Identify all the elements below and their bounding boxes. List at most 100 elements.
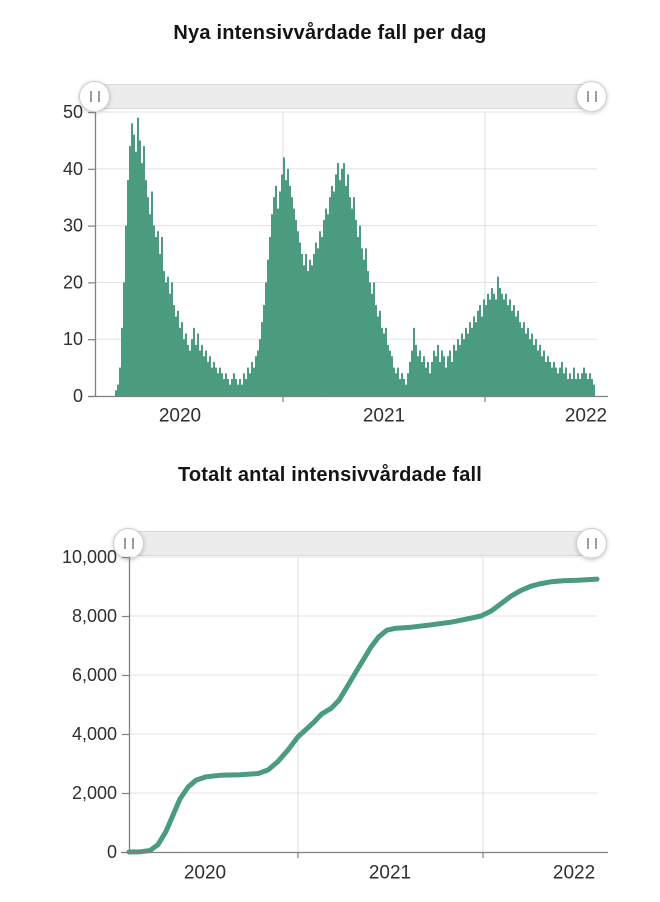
bar	[588, 373, 591, 396]
bar	[572, 367, 575, 396]
bar	[422, 356, 425, 396]
bar	[410, 350, 413, 396]
bar	[216, 373, 219, 396]
bar	[268, 236, 271, 396]
range-slider-right-handle[interactable]	[576, 528, 607, 559]
x-tick-label: 2020	[159, 406, 201, 427]
bar	[518, 322, 521, 396]
bar	[138, 140, 141, 396]
bar	[454, 350, 457, 396]
axes	[121, 557, 608, 854]
bar	[296, 231, 299, 396]
bar	[514, 316, 517, 396]
bar	[258, 339, 261, 396]
bar	[154, 236, 157, 396]
range-slider-left-handle[interactable]	[113, 528, 144, 559]
bar	[460, 333, 463, 396]
bar	[132, 134, 135, 396]
bar	[246, 367, 249, 396]
bar	[220, 373, 223, 396]
bar	[388, 350, 391, 396]
bar	[262, 305, 265, 396]
bar	[324, 208, 327, 396]
horizontal-gridlines	[129, 556, 597, 794]
bar	[448, 350, 451, 396]
bar	[348, 197, 351, 396]
bar	[192, 327, 195, 396]
bar	[306, 271, 309, 396]
bar	[342, 163, 345, 396]
bar	[550, 367, 553, 396]
bar	[174, 316, 177, 396]
bar	[264, 282, 267, 396]
bar	[240, 384, 243, 396]
x-tick-label: 2021	[369, 863, 411, 884]
bar	[256, 350, 259, 396]
bar	[116, 384, 119, 396]
bar	[158, 254, 161, 396]
bar	[260, 322, 263, 396]
bar	[476, 310, 479, 396]
bar	[250, 361, 253, 396]
bar	[552, 361, 555, 396]
bar	[130, 123, 133, 397]
bar	[526, 327, 529, 396]
bar	[484, 305, 487, 396]
y-tick-label: 0	[107, 842, 117, 862]
bar	[276, 208, 279, 396]
bar	[266, 259, 269, 396]
bar	[554, 367, 557, 396]
bar	[146, 197, 149, 396]
bar	[390, 356, 393, 396]
bar	[532, 344, 535, 396]
range-slider-track[interactable]	[115, 531, 607, 556]
range-slider-left-handle[interactable]	[79, 81, 110, 112]
bar	[584, 373, 587, 396]
bar	[252, 367, 255, 396]
bar	[118, 367, 121, 396]
bar	[496, 276, 499, 396]
bar	[382, 333, 385, 396]
bar	[344, 185, 347, 396]
bar	[350, 208, 353, 396]
bar	[294, 219, 297, 396]
bar	[234, 378, 237, 396]
bar	[122, 282, 125, 396]
bar	[530, 333, 533, 396]
bar	[534, 339, 537, 396]
bar	[332, 191, 335, 396]
bar	[354, 219, 357, 396]
bar	[326, 214, 329, 396]
bar	[148, 214, 151, 396]
bar	[242, 373, 245, 396]
bar	[184, 333, 187, 396]
x-tick-label: 2022	[553, 863, 595, 884]
bar	[548, 361, 551, 396]
bar	[558, 367, 561, 396]
bar	[424, 367, 427, 396]
range-slider-track[interactable]	[81, 84, 607, 109]
drag-grip-icon	[123, 538, 134, 549]
bar	[352, 197, 355, 396]
bar	[136, 117, 139, 397]
bar	[578, 378, 581, 396]
y-tick-label: 50	[63, 102, 83, 122]
bar	[556, 373, 559, 396]
drag-grip-icon	[586, 91, 597, 102]
bar	[464, 327, 467, 396]
bar	[392, 367, 395, 396]
bar	[328, 197, 331, 396]
y-tick-label: 4,000	[72, 724, 117, 744]
bar	[456, 339, 459, 396]
bar	[346, 174, 349, 396]
y-axis-labels: 0 10 20 30 40 50	[63, 102, 95, 406]
bar	[478, 305, 481, 396]
bar	[178, 327, 181, 396]
bar	[466, 333, 469, 396]
bar	[244, 378, 247, 396]
bar	[582, 367, 585, 396]
bar	[358, 225, 361, 396]
bar	[562, 373, 565, 396]
range-slider-right-handle[interactable]	[576, 81, 607, 112]
